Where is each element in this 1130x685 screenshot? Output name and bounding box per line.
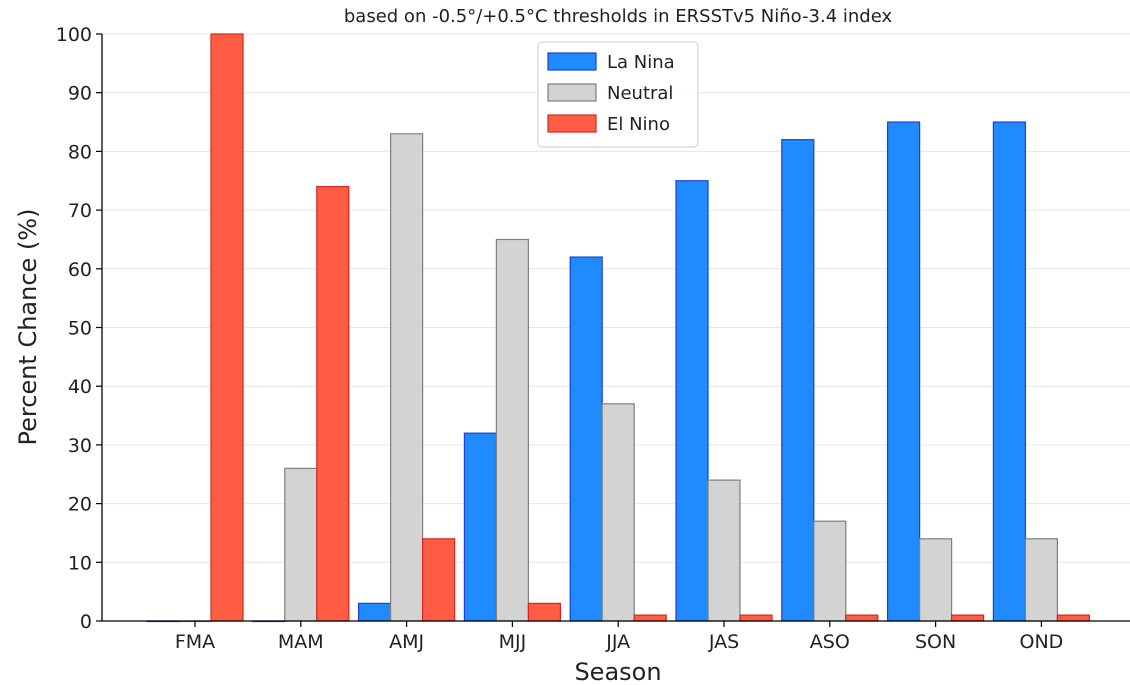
bar-el-nino-aso	[845, 614, 879, 622]
bar-neutral-jja	[601, 403, 635, 622]
bar-la-nina-ond	[992, 121, 1027, 622]
x-tick-label-son: SON	[915, 631, 956, 653]
bar-la-nina-son	[886, 121, 921, 622]
y-tick-label-40: 40	[68, 376, 92, 398]
y-tick-label-0: 0	[80, 611, 92, 633]
legend-label-la-nina: La Nina	[607, 52, 675, 73]
bar-el-nino-jja	[633, 614, 667, 622]
y-tick-label-30: 30	[68, 435, 92, 457]
bar-el-nino-fma	[210, 33, 244, 622]
bar-el-nino-son	[950, 614, 985, 622]
x-tick-label-ond: OND	[1019, 631, 1063, 653]
bar-el-nino-mam	[316, 186, 350, 622]
y-tick-label-90: 90	[68, 83, 92, 105]
y-tick-label-70: 70	[68, 200, 92, 222]
y-tick-labels: 0 10 20 30 40 50 60 70 80 90 100	[56, 24, 92, 633]
y-tick-label-60: 60	[68, 259, 92, 281]
y-tick-label-50: 50	[68, 318, 92, 340]
bar-el-nino-jas	[739, 614, 773, 622]
bar-la-nina-jas	[675, 180, 709, 622]
grid-lines	[102, 33, 1130, 622]
axes	[96, 33, 1130, 627]
bar-neutral-ond	[1024, 538, 1059, 622]
bar-neutral-mam	[284, 467, 318, 622]
legend-swatch-el-nino	[547, 114, 597, 133]
y-tick-label-100: 100	[56, 24, 92, 46]
x-tick-label-aso: ASO	[810, 631, 850, 653]
bar-el-nino-mjj	[527, 602, 562, 622]
x-tick-label-mam: MAM	[278, 631, 324, 653]
x-axis-title: Season	[574, 658, 661, 685]
bar-la-nina-amj	[358, 602, 392, 622]
bar-la-nina-aso	[781, 139, 815, 622]
bar-neutral-aso	[813, 520, 847, 622]
x-tick-label-amj: AMJ	[389, 631, 424, 653]
y-axis-title: Percent Chance (%)	[14, 209, 42, 446]
legend-swatch-la-nina	[547, 52, 597, 71]
bar-la-nina-mjj	[463, 432, 497, 622]
bar-neutral-son	[918, 538, 953, 622]
x-tick-label-jas: JAS	[708, 631, 739, 653]
y-tick-label-20: 20	[68, 494, 92, 516]
legend-swatch-neutral	[547, 83, 597, 102]
x-tick-label-jja: JJA	[605, 631, 630, 653]
bars-layer	[146, 33, 1091, 623]
bar-el-nino-ond	[1056, 614, 1091, 622]
legend: La Nina Neutral El Nino	[537, 41, 699, 148]
bar-el-nino-amj	[422, 538, 456, 622]
chart-title: based on -0.5°/+0.5°C thresholds in ERSS…	[344, 6, 893, 27]
bar-neutral-jas	[707, 479, 741, 622]
legend-label-neutral: Neutral	[607, 83, 673, 104]
legend-label-el-nino: El Nino	[607, 114, 670, 135]
y-tick-label-10: 10	[68, 552, 92, 574]
bar-neutral-amj	[390, 133, 424, 622]
bar-neutral-mjj	[495, 238, 529, 622]
x-tick-label-mjj: MJJ	[499, 631, 527, 653]
x-tick-label-fma: FMA	[175, 631, 215, 653]
y-tick-label-80: 80	[68, 141, 92, 163]
x-tick-labels: FMA MAM AMJ MJJ JJA JAS ASO SON OND	[175, 631, 1063, 653]
bar-la-nina-jja	[569, 256, 603, 622]
